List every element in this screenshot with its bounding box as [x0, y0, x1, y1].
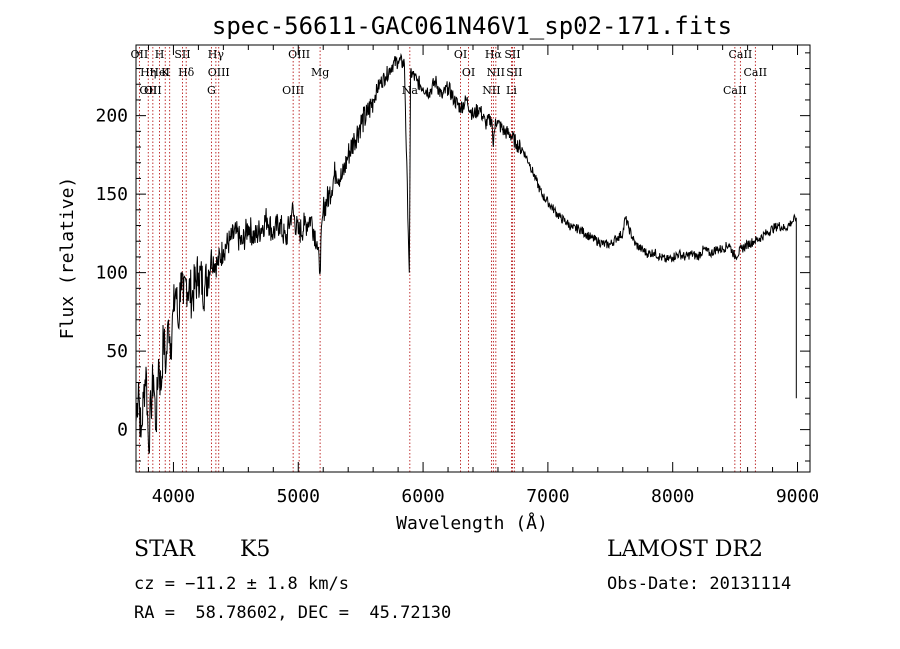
redshift-velocity: cz = −11.2 ± 1.8 km/s — [134, 574, 349, 594]
x-tick-label: 5000 — [277, 486, 320, 507]
line-label: Hγ — [208, 48, 225, 61]
x-tick-label: 9000 — [776, 486, 819, 507]
chart-title: spec-56611-GAC061N46V1_sp02-171.fits — [212, 12, 732, 40]
x-tick-label: 7000 — [526, 486, 569, 507]
line-label: SII — [504, 48, 520, 61]
survey-label: LAMOST DR2 — [607, 537, 763, 562]
y-tick-label: 0 — [117, 420, 128, 441]
x-axis-label: Wavelength (Å) — [396, 512, 548, 534]
y-tick-label: 200 — [95, 106, 128, 127]
object-subclass: K5 — [240, 537, 271, 562]
coordinates: RA = 58.78602, DEC = 45.72130 — [134, 603, 452, 623]
y-axis-label: Flux (relative) — [57, 177, 78, 340]
line-label: OI — [454, 48, 467, 61]
observation-date: Obs-Date: 20131114 — [607, 574, 792, 594]
line-label: G — [207, 84, 216, 97]
line-label: OIII — [282, 84, 304, 97]
spectrum-line — [135, 52, 797, 454]
line-label: SII — [174, 48, 190, 61]
x-axis: 4000 5000 6000 7000 8000 9000 — [147, 45, 819, 507]
line-label: Hη — [140, 66, 156, 79]
line-label: OIII — [288, 48, 310, 61]
emission-line-markers — [138, 47, 756, 472]
line-label: CaII — [743, 66, 767, 79]
y-tick-label: 50 — [106, 341, 128, 362]
line-label: OII — [144, 84, 162, 97]
x-tick-label: 4000 — [152, 486, 195, 507]
line-label: Mg — [311, 66, 329, 79]
line-label: NII — [482, 84, 500, 97]
line-label: Li — [506, 84, 517, 97]
line-label: SII — [506, 66, 522, 79]
line-label: CaII — [723, 84, 747, 97]
line-label: HeI — [149, 66, 169, 79]
line-label: CaII — [729, 48, 753, 61]
line-label: H — [155, 48, 165, 61]
y-axis: 0 50 100 150 200 — [95, 52, 810, 462]
line-label: OII — [131, 48, 149, 61]
y-tick-label: 100 — [95, 263, 128, 284]
y-tick-label: 150 — [95, 184, 128, 205]
line-label: OIII — [208, 66, 230, 79]
line-label: Hα — [485, 48, 503, 61]
line-label: NII — [487, 66, 505, 79]
x-tick-label: 8000 — [651, 486, 694, 507]
line-label: Hδ — [178, 66, 195, 79]
line-label: OII — [139, 84, 157, 97]
line-label: OI — [462, 66, 475, 79]
x-tick-label: 6000 — [401, 486, 444, 507]
line-label: K — [161, 66, 170, 79]
emission-line-labels: OIIHηOIIOIIHHeIKSIIHδGHγOIIIOIIIOIIIMgNa… — [131, 48, 768, 97]
object-class: STAR — [134, 537, 195, 562]
